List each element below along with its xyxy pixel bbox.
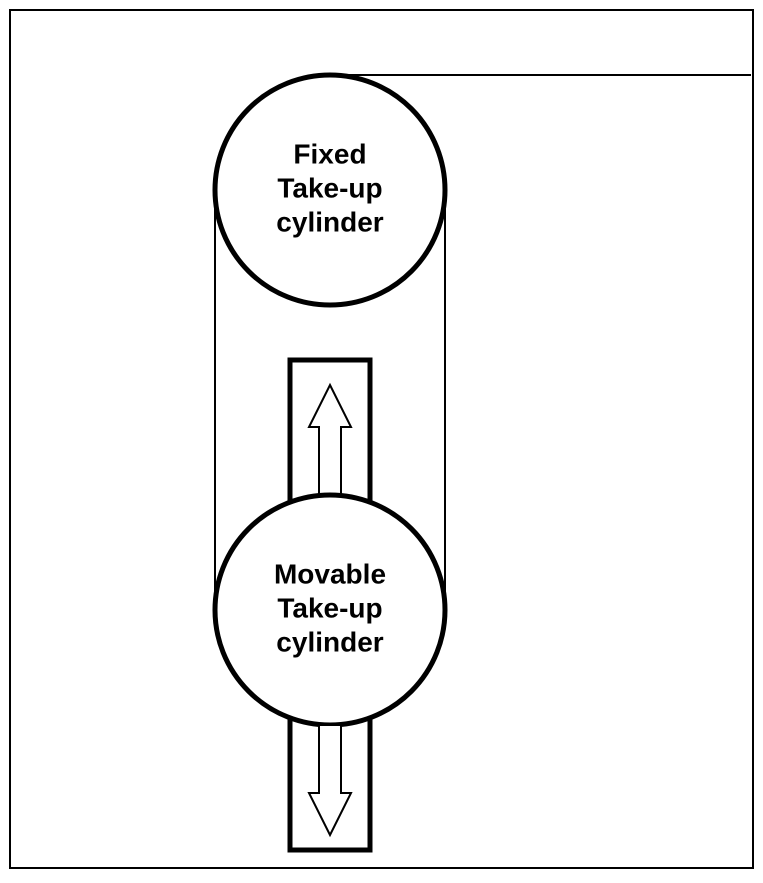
diagram-canvas: FixedTake-upcylinderMovableTake-upcylind…	[0, 0, 763, 878]
diagram-svg: FixedTake-upcylinderMovableTake-upcylind…	[0, 0, 763, 878]
fixed-cylinder-label: cylinder	[276, 206, 383, 237]
movable-cylinder-label: cylinder	[276, 626, 383, 657]
fixed-cylinder-label: Take-up	[277, 172, 382, 203]
movable-cylinder-label: Movable	[274, 558, 386, 589]
movable-cylinder-label: Take-up	[277, 592, 382, 623]
fixed-cylinder-label: Fixed	[293, 138, 366, 169]
